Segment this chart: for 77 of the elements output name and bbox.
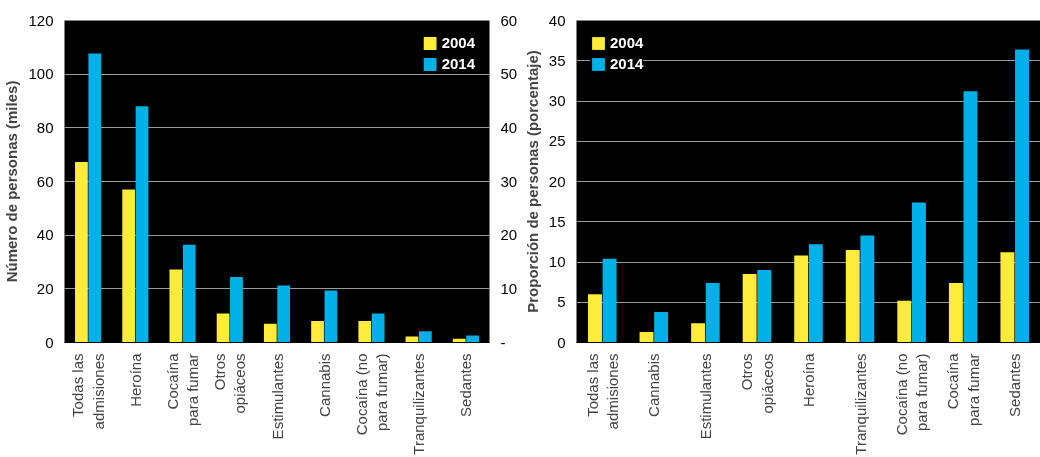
bar xyxy=(418,331,432,343)
bar xyxy=(602,258,617,343)
bar xyxy=(169,269,183,343)
legend-label: 2004 xyxy=(610,34,644,51)
y2-tick-label: 30 xyxy=(500,172,518,190)
legend-label: 2014 xyxy=(610,55,644,72)
y2-tick-label: 20 xyxy=(500,226,518,244)
y2-tick-label: 60 xyxy=(500,11,518,29)
y-tick-label: 30 xyxy=(548,92,566,109)
bar xyxy=(691,323,706,343)
y-axis-title: Número de personas (miles) xyxy=(3,80,21,283)
legend-label: 2014 xyxy=(441,55,475,72)
bar xyxy=(742,274,757,343)
bar xyxy=(808,244,823,343)
bar xyxy=(263,323,277,343)
bar xyxy=(358,321,372,343)
bar xyxy=(794,255,809,343)
y-tick-label: 80 xyxy=(36,118,54,136)
y-tick-label: 120 xyxy=(28,11,54,29)
x-tick-label: Estimulantes xyxy=(268,353,286,440)
y-tick-label: 20 xyxy=(548,172,566,190)
x-tick-label: Cocaína para fumar xyxy=(944,352,982,427)
x-tick-label: Tranquilizantes xyxy=(851,353,869,455)
x-tick-label: Otros opiáceos xyxy=(738,353,776,414)
y-tick-label: 40 xyxy=(36,226,54,244)
legend-label: 2004 xyxy=(441,34,475,51)
x-tick-label: Otros opiáceos xyxy=(211,353,249,414)
x-tick-label: Sedantes xyxy=(1006,353,1024,417)
y-tick-label: 25 xyxy=(548,132,566,150)
bar xyxy=(182,244,196,343)
y-tick-label: 0 xyxy=(45,333,54,351)
y2-tick-label: - xyxy=(500,333,506,351)
bar xyxy=(860,235,875,343)
x-tick-label: Estimulantes xyxy=(696,353,714,440)
y-tick-label: 60 xyxy=(36,172,54,190)
x-tick-label: Cocaína (no para fumar) xyxy=(352,353,391,436)
bar xyxy=(897,300,912,343)
y-tick-label: 15 xyxy=(548,212,566,230)
y-tick-label: 20 xyxy=(36,279,54,297)
bar xyxy=(277,285,291,343)
bar xyxy=(757,270,772,343)
bar xyxy=(1015,49,1029,343)
x-tick-label: Cocaína (no para fumar) xyxy=(892,353,931,436)
bar xyxy=(230,277,243,343)
bar xyxy=(705,282,720,343)
bar xyxy=(588,294,602,343)
bar xyxy=(122,189,136,343)
x-tick-label: Sedantes xyxy=(457,353,475,417)
y-tick-label: 100 xyxy=(28,65,54,83)
y-tick-label: 5 xyxy=(557,293,566,311)
bar xyxy=(948,282,963,343)
y2-tick-label: 40 xyxy=(500,118,518,136)
x-tick-label: Heroína xyxy=(126,352,144,407)
bar xyxy=(1000,252,1015,343)
y-axis-title: Proporción de personas (porcentaje) xyxy=(523,50,541,313)
y-tick-label: 40 xyxy=(548,11,566,29)
x-tick-label: Heroína xyxy=(800,352,817,407)
x-tick-label: Cocaína para fumar xyxy=(163,352,202,427)
bar xyxy=(311,321,324,343)
bar xyxy=(371,313,385,343)
y-tick-label: 10 xyxy=(548,253,566,270)
y2-tick-label: 10 xyxy=(500,279,518,297)
y-tick-label: 35 xyxy=(548,51,566,69)
x-tick-label: Tranquilizantes xyxy=(410,353,428,455)
bar xyxy=(911,202,926,343)
bar xyxy=(654,311,669,343)
bar xyxy=(963,91,978,343)
y-tick-label: 0 xyxy=(557,333,566,351)
bar xyxy=(216,313,230,343)
x-tick-label: Todas las admisiones xyxy=(69,353,107,430)
x-tick-label: Cannabis xyxy=(645,353,663,417)
x-tick-label: Todas las admisiones xyxy=(583,353,621,430)
y2-tick-label: 50 xyxy=(500,65,518,83)
bar xyxy=(324,290,338,343)
bar xyxy=(135,106,149,343)
bar xyxy=(845,249,860,343)
x-tick-label: Cannabis xyxy=(315,353,333,417)
